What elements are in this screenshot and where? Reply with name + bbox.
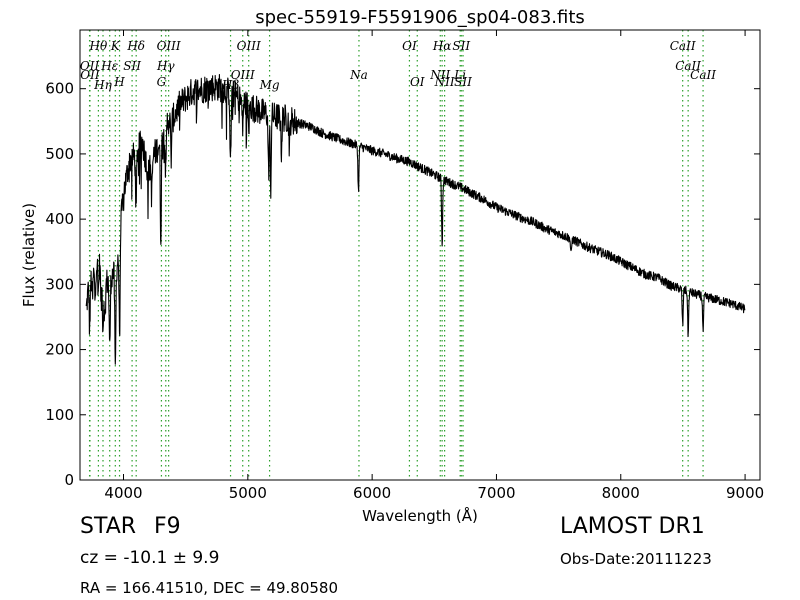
line-label-25: CaII: [670, 39, 696, 53]
y-tick-label-6: 600: [45, 80, 74, 98]
line-label-13: OIII: [237, 39, 261, 53]
x-tick-label-4: 8000: [602, 484, 640, 502]
line-label-26: CaII: [675, 59, 701, 73]
line-label-15: Mg: [259, 78, 280, 92]
y-tick-label-2: 200: [45, 341, 74, 359]
line-label-16: Na: [349, 68, 368, 82]
x-tick-label-0: 4000: [104, 484, 142, 502]
line-label-3: Hη: [93, 78, 112, 92]
axes: 4000 5000 6000 7000 8000 9000 0 100 200 300 400 500…: [45, 30, 764, 502]
line-label-24: SII: [454, 75, 472, 89]
line-label-18: OI: [410, 75, 425, 89]
object-class: STAR F9: [80, 514, 181, 539]
x-axis-label: Wavelength (Å): [362, 506, 478, 525]
line-label-19: Hα: [432, 39, 452, 53]
line-label-23: Li: [453, 68, 466, 82]
line-label-11: G: [157, 75, 167, 89]
line-label-27: CaII: [690, 68, 716, 82]
line-label-14: OIII: [231, 68, 255, 82]
emission-line-markers: [88, 30, 704, 480]
y-tick-label-3: 300: [45, 275, 74, 293]
object-class-label: STAR: [80, 514, 137, 539]
chart-title: spec-55919-F5591906_sp04-083.fits: [255, 7, 585, 28]
obs-date-label: Obs-Date:20111223: [560, 550, 712, 568]
x-tick-label-2: 6000: [353, 484, 391, 502]
line-label-17: OI: [402, 39, 417, 53]
x-tick-label-5: 9000: [726, 484, 764, 502]
y-axis-label: Flux (relative): [20, 203, 38, 307]
line-label-22: SII: [452, 39, 470, 53]
line-label-6: H: [113, 75, 125, 89]
line-label-0: OII: [80, 59, 100, 73]
spectrum-series: [85, 73, 746, 365]
coordinates-label: RA = 166.41510, DEC = 49.80580: [80, 579, 339, 597]
y-tick-label-5: 500: [45, 145, 74, 163]
spectrum-line: [85, 73, 746, 365]
plot-frame: [79, 29, 761, 481]
object-subclass-label: F9: [154, 514, 181, 539]
x-tick-label-3: 7000: [477, 484, 515, 502]
line-label-5: Hε: [100, 59, 118, 73]
y-tick-label-1: 100: [45, 406, 74, 424]
line-label-2: Hθ: [89, 39, 108, 53]
x-tick-label-1: 5000: [229, 484, 267, 502]
line-label-7: SII: [123, 59, 141, 73]
y-tick-label-4: 400: [45, 210, 74, 228]
line-label-8: Hδ: [126, 39, 145, 53]
line-label-10: Hγ: [156, 59, 175, 73]
y-tick-label-0: 0: [64, 471, 74, 489]
line-label-21: NII: [434, 75, 455, 89]
survey-label: LAMOST DR1: [560, 514, 705, 539]
line-label-20: NII: [429, 68, 450, 82]
line-label-4: K: [110, 39, 121, 53]
line-label-1: OII: [80, 68, 100, 82]
redshift-label: cz = -10.1 ± 9.9: [80, 548, 220, 568]
line-label-9: OIII: [157, 39, 181, 53]
